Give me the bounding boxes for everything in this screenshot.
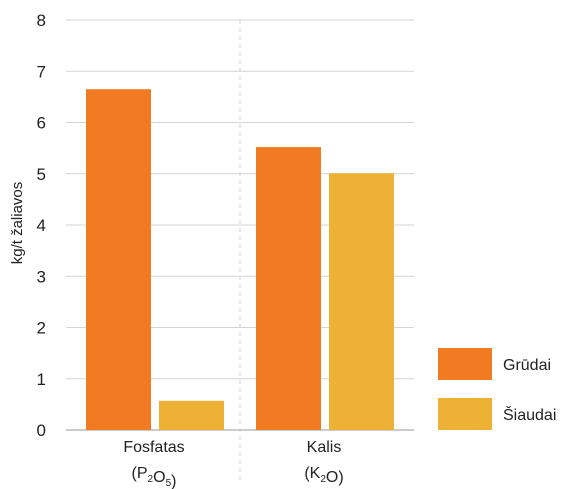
x-axis-labels: Fosfatas (P2O5) Kalis (K2O)	[123, 439, 343, 489]
y-tick-label: 3	[37, 267, 46, 286]
y-tick-label: 7	[37, 62, 46, 81]
y-tick-label: 4	[37, 216, 46, 235]
x-category-label: Kalis	[307, 439, 342, 456]
y-axis-label: kg/t žaliavos	[9, 182, 26, 265]
bar-fosfatas-1	[159, 400, 224, 430]
x-category-label: Fosfatas	[123, 439, 184, 456]
y-tick-label: 2	[37, 319, 46, 338]
x-category-formula: (K2O)	[304, 465, 343, 486]
y-tick-label: 8	[37, 11, 46, 30]
legend-swatch-1	[438, 398, 492, 430]
y-tick-label: 1	[37, 370, 46, 389]
y-tick-label: 6	[37, 114, 46, 133]
y-axis-ticks: 0 1 2 3 4 5 6 7 8	[37, 11, 46, 440]
legend: Grūdai Šiaudai	[438, 348, 556, 430]
legend-label-0: Grūdai	[503, 357, 551, 374]
legend-swatch-0	[438, 348, 492, 380]
bar-fosfatas-0	[86, 89, 151, 430]
legend-label-1: Šiaudai	[503, 405, 556, 424]
y-tick-label: 0	[37, 421, 46, 440]
x-category-formula: (P2O5)	[132, 465, 177, 489]
bar-kalis-1	[329, 173, 394, 431]
bars	[86, 89, 394, 431]
bar-kalis-0	[256, 147, 321, 430]
y-tick-label: 5	[37, 165, 46, 184]
